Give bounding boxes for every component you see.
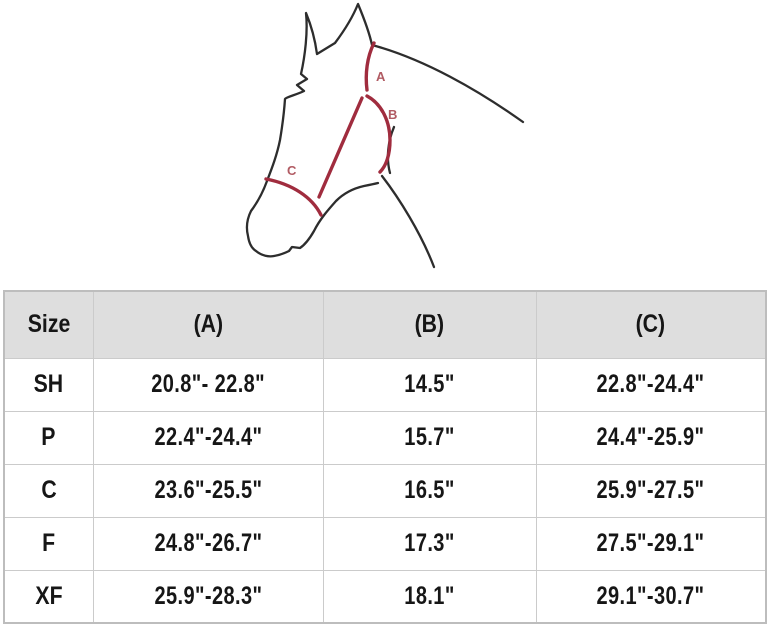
size-cell: SH [3, 357, 94, 412]
measurement-cell-c: 29.1"-30.7" [535, 569, 767, 624]
measurement-cell-a: 25.9"-28.3" [92, 569, 324, 624]
measurement-cell-b: 16.5" [322, 463, 537, 518]
measurement-cell-a: 22.4"-24.4" [92, 410, 324, 465]
measurement-cell-a: 20.8"- 22.8" [92, 357, 324, 412]
halter-cheek-strap [317, 96, 364, 199]
measurement-cell-c: 24.4"-25.9" [535, 410, 767, 465]
measurement-label-a: A [376, 69, 386, 84]
measurement-label-b: B [388, 107, 397, 122]
horse-head-diagram: A B C [0, 0, 767, 288]
size-cell: C [3, 463, 94, 518]
col-header-size: Size [3, 290, 94, 359]
measurement-cell-c: 25.9"-27.5" [535, 463, 767, 518]
halter-throat-strap-b [365, 94, 392, 174]
horse-head-svg: A B C [245, 2, 525, 269]
measurement-cell-a: 24.8"-26.7" [92, 516, 324, 571]
col-header-c: (C) [535, 290, 767, 359]
size-cell: XF [3, 569, 94, 624]
col-header-b: (B) [322, 290, 537, 359]
header-row: Size (A) (B) (C) [3, 290, 767, 359]
size-chart-table: Size (A) (B) (C) SH 20.8"- 22.8" 14.5" 2… [3, 290, 767, 624]
table-row: F 24.8"-26.7" 17.3" 27.5"-29.1" [3, 516, 767, 571]
halter-nose-strap-c [264, 177, 323, 217]
measurement-cell-b: 14.5" [322, 357, 537, 412]
table-row: XF 25.9"-28.3" 18.1" 29.1"-30.7" [3, 569, 767, 624]
measurement-cell-b: 18.1" [322, 569, 537, 624]
table-row: SH 20.8"- 22.8" 14.5" 22.8"-24.4" [3, 357, 767, 412]
measurement-label-c: C [287, 163, 297, 178]
size-cell: F [3, 516, 94, 571]
measurement-cell-b: 15.7" [322, 410, 537, 465]
measurement-cell-a: 23.6"-25.5" [92, 463, 324, 518]
horse-neck-path [380, 174, 436, 269]
halter-crown-strap-a [364, 41, 376, 92]
measurement-cell-c: 27.5"-29.1" [535, 516, 767, 571]
measurement-cell-b: 17.3" [322, 516, 537, 571]
table-row: C 23.6"-25.5" 16.5" 25.9"-27.5" [3, 463, 767, 518]
table-row: P 22.4"-24.4" 15.7" 24.4"-25.9" [3, 410, 767, 465]
col-header-a: (A) [92, 290, 324, 359]
measurement-cell-c: 22.8"-24.4" [535, 357, 767, 412]
size-cell: P [3, 410, 94, 465]
horse-outline-path [245, 2, 525, 258]
